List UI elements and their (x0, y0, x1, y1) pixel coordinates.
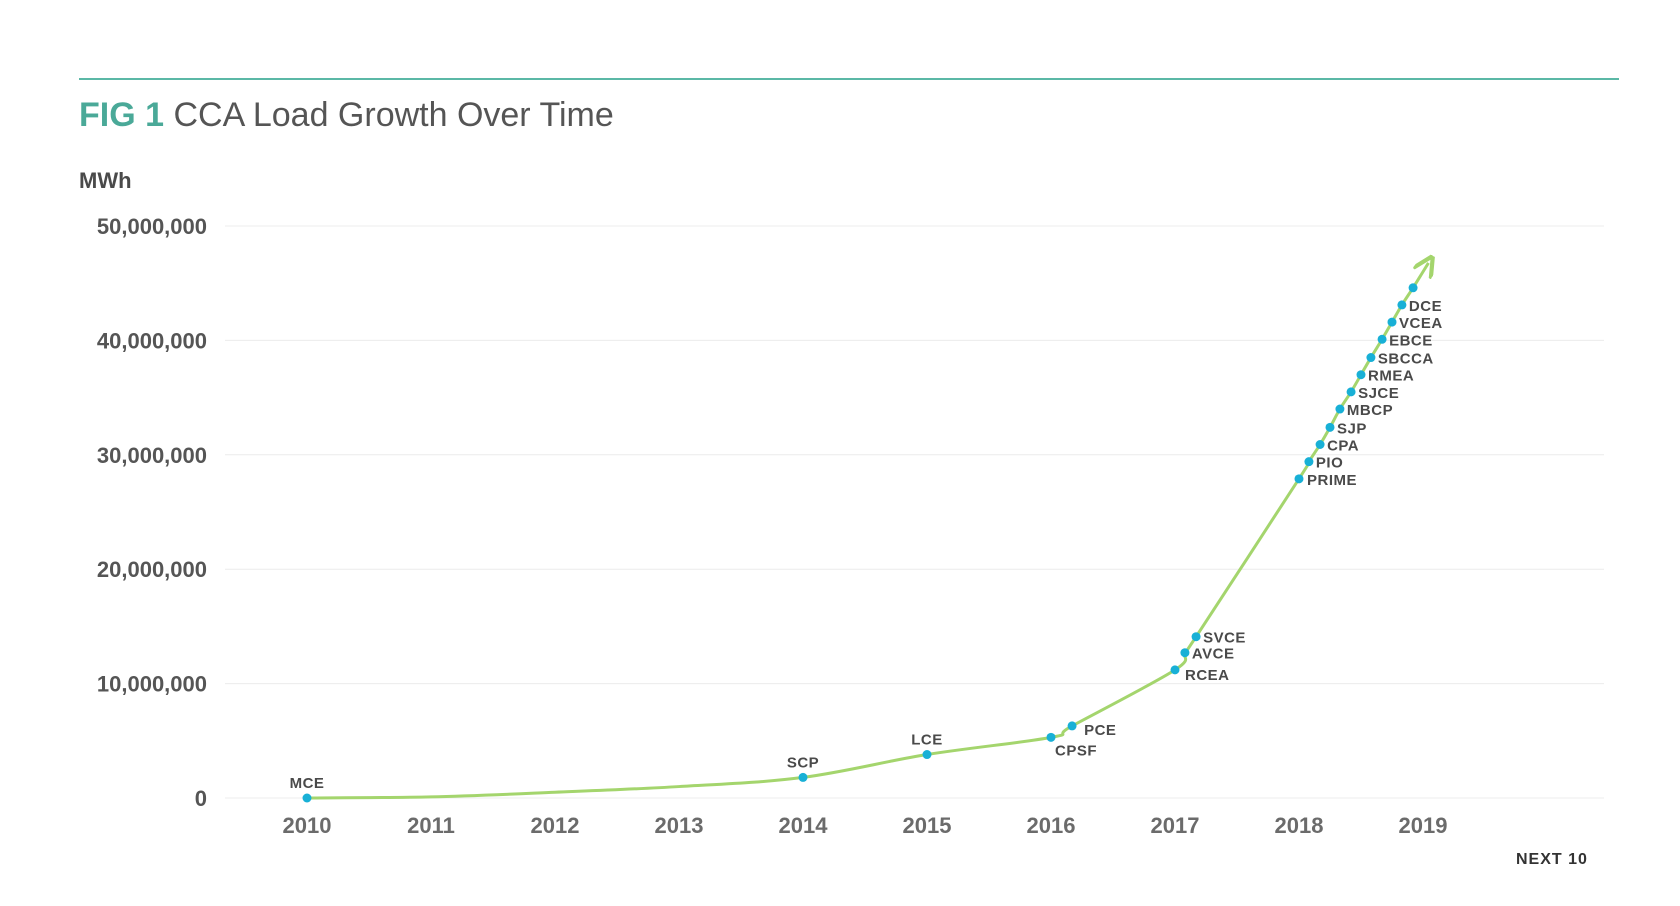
point-label: AVCE (1192, 646, 1235, 663)
x-tick-label: 2015 (903, 813, 952, 838)
data-point (1046, 732, 1056, 742)
figure-number: FIG 1 (79, 96, 165, 134)
figure-title: FIG 1 CCA Load Growth Over Time (79, 96, 614, 135)
data-point (1356, 370, 1366, 380)
point-label: PIO (1316, 455, 1343, 472)
point-label: SJCE (1358, 385, 1399, 402)
point-label: LCE (911, 732, 943, 749)
y-tick-label: 40,000,000 (97, 328, 207, 353)
y-axis: 0 10,000,000 20,000,000 30,000,000 40,000,00… (97, 214, 207, 811)
point-label: SJP (1337, 420, 1367, 437)
point-labels-layer: MCESCPLCECPSFPCERCEAAVCESVCEPRIMEPIOCPAS… (290, 298, 1443, 792)
point-label: MCE (290, 775, 325, 792)
data-point (1346, 387, 1356, 397)
point-label: EBCE (1389, 332, 1433, 349)
x-tick-label: 2012 (531, 813, 580, 838)
x-tick-label: 2017 (1151, 813, 1200, 838)
data-point (1180, 648, 1190, 658)
header-rule (79, 78, 1619, 80)
x-tick-label: 2013 (655, 813, 704, 838)
footer-brand: NEXT 10 (1516, 851, 1588, 868)
x-tick-label: 2016 (1027, 813, 1076, 838)
data-point (1191, 632, 1201, 642)
x-tick-label: 2010 (283, 813, 332, 838)
point-label: RCEA (1185, 667, 1230, 684)
data-point (1067, 721, 1077, 731)
point-label: VCEA (1399, 315, 1443, 332)
y-tick-label: 0 (195, 786, 207, 811)
x-tick-label: 2014 (779, 813, 829, 838)
point-label: SVCE (1203, 630, 1246, 647)
point-label: DCE (1409, 298, 1442, 315)
point-label: SCP (787, 754, 819, 771)
x-axis: 2010 2011 2012 2013 2014 2015 2016 2017 2018 2019 (283, 813, 1448, 838)
data-point (1170, 665, 1180, 675)
y-tick-label: 10,000,000 (97, 672, 207, 697)
point-label: MBCP (1347, 402, 1393, 419)
data-point (1294, 474, 1304, 484)
figure-title-text: CCA Load Growth Over Time (173, 96, 614, 134)
y-tick-label: 30,000,000 (97, 443, 207, 468)
series-line (306, 263, 1428, 800)
point-label: PCE (1084, 722, 1116, 739)
series-layer (306, 263, 1428, 800)
data-point (1335, 404, 1345, 414)
data-point (1325, 422, 1335, 432)
data-point (798, 772, 808, 782)
data-point (1366, 353, 1376, 363)
data-point (1377, 334, 1387, 344)
data-point (922, 750, 932, 760)
points-layer (302, 283, 1418, 803)
point-label: RMEA (1368, 368, 1414, 385)
data-point (1387, 317, 1397, 327)
y-tick-label: 50,000,000 (97, 214, 207, 239)
y-tick-label: 20,000,000 (97, 557, 207, 582)
x-tick-label: 2011 (407, 813, 455, 838)
point-label: CPSF (1055, 742, 1097, 759)
grid (225, 225, 1604, 799)
y-axis-unit: MWh (79, 168, 132, 193)
data-point (1315, 440, 1325, 450)
data-point (1304, 457, 1314, 467)
x-tick-label: 2019 (1399, 813, 1448, 838)
data-point (1408, 283, 1418, 293)
point-label: SBCCA (1378, 351, 1434, 368)
point-label: CPA (1327, 438, 1359, 455)
data-point (1397, 300, 1407, 310)
data-point (302, 793, 312, 803)
point-label: PRIME (1307, 472, 1357, 489)
x-tick-label: 2018 (1275, 813, 1324, 838)
